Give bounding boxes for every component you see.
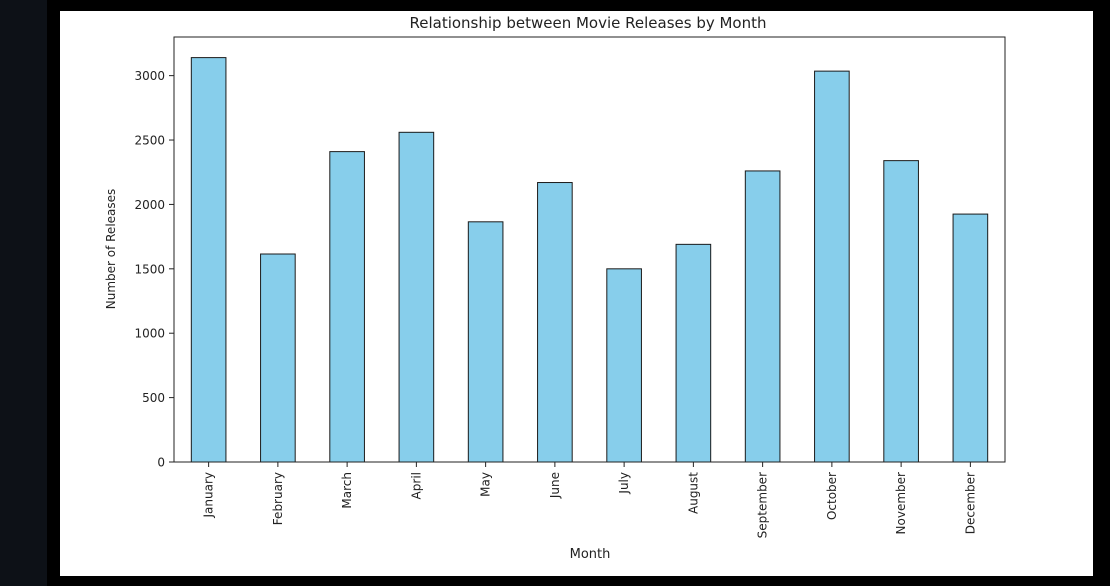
x-tick-label: December (963, 472, 977, 534)
bars-group (190, 57, 989, 463)
x-tick-label: June (548, 472, 562, 499)
bar-chart: Relationship between Movie Releases by M… (104, 14, 1006, 562)
x-tick-label: October (825, 472, 839, 520)
bar-september (744, 170, 781, 463)
y-axis-ticks: 0 500 1000 1500 2000 2500 3000 (134, 69, 174, 470)
bar-april (398, 131, 435, 463)
y-tick-label: 0 (157, 456, 165, 470)
x-tick-label: February (271, 472, 285, 525)
x-tick-label: May (479, 472, 493, 497)
chart-title: Relationship between Movie Releases by M… (409, 14, 766, 32)
bar-january (190, 57, 227, 463)
x-tick-label: January (202, 472, 216, 519)
plot-card: Relationship between Movie Releases by M… (60, 11, 1093, 576)
x-axis-label: Month (570, 547, 611, 562)
y-tick-label: 3000 (134, 69, 165, 83)
x-tick-label: August (686, 472, 700, 514)
y-tick-label: 500 (142, 391, 165, 405)
bar-june (537, 182, 573, 463)
y-tick-label: 1500 (134, 262, 165, 276)
y-tick-label: 1000 (134, 327, 165, 341)
bar-may (467, 221, 504, 463)
x-tick-label: March (340, 472, 354, 509)
bar-july (606, 268, 642, 463)
x-tick-label: November (894, 472, 908, 534)
side-strip (0, 0, 47, 586)
x-tick-label: April (409, 472, 423, 499)
bar-december (952, 213, 989, 463)
bar-october (814, 70, 850, 463)
bar-march (329, 151, 365, 463)
bar-february (260, 253, 296, 463)
y-axis-label: Number of Releases (104, 189, 118, 310)
y-tick-label: 2500 (134, 134, 165, 148)
bar-august (675, 243, 712, 463)
x-tick-label: July (617, 472, 631, 495)
axes-frame (173, 36, 1006, 463)
x-tick-label: September (756, 472, 770, 538)
y-tick-label: 2000 (134, 198, 165, 212)
x-axis-ticks: January February March April May June July Augu… (202, 462, 977, 538)
bar-november (883, 160, 919, 463)
